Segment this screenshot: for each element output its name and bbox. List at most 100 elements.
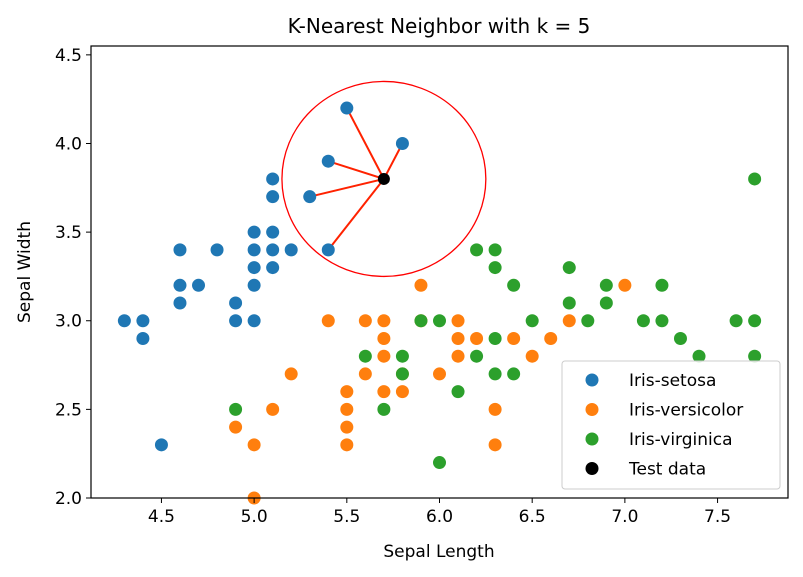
point-iris-setosa [229, 314, 243, 328]
point-iris-virginica [581, 314, 595, 328]
point-iris-virginica [748, 349, 762, 363]
point-iris-virginica [488, 261, 502, 275]
point-iris-versicolor [377, 349, 391, 363]
point-iris-virginica [229, 402, 243, 416]
neighbor-line-3 [327, 160, 385, 180]
neighbor-line-4 [309, 177, 385, 198]
point-iris-setosa [321, 243, 335, 257]
point-iris-setosa [173, 296, 187, 310]
point-iris-versicolor [377, 331, 391, 345]
legend-marker-iris-versicolor [585, 403, 599, 416]
point-iris-virginica [451, 385, 465, 399]
point-iris-setosa [173, 243, 187, 257]
point-iris-setosa [247, 243, 261, 257]
point-iris-versicolor [507, 331, 521, 345]
point-iris-setosa [266, 261, 280, 275]
point-iris-setosa [247, 261, 261, 275]
point-iris-virginica [729, 314, 743, 328]
x-tick-label: 7.5 [704, 507, 731, 527]
point-iris-versicolor [433, 367, 446, 381]
point-iris-virginica [562, 261, 576, 275]
point-iris-virginica [692, 349, 706, 363]
point-iris-virginica [599, 296, 613, 310]
point-iris-versicolor [247, 438, 261, 452]
point-iris-versicolor [340, 385, 354, 399]
point-iris-virginica [488, 367, 502, 381]
point-iris-setosa [136, 314, 150, 328]
point-iris-setosa [247, 278, 261, 292]
y-tick-label: 4.5 [55, 46, 82, 66]
point-iris-setosa [395, 136, 409, 150]
legend-marker-test-data [585, 462, 599, 475]
point-iris-versicolor [377, 385, 391, 399]
point-iris-setosa [173, 278, 187, 292]
point-iris-virginica [377, 402, 391, 416]
point-iris-setosa [284, 243, 298, 257]
point-iris-setosa [266, 243, 280, 257]
point-iris-versicolor [340, 420, 354, 434]
point-iris-virginica [433, 314, 446, 328]
legend-box [561, 360, 781, 490]
point-iris-versicolor [229, 420, 243, 434]
point-iris-virginica [599, 278, 613, 292]
point-iris-virginica [748, 172, 762, 186]
neighbor-line-2 [345, 107, 385, 180]
point-iris-setosa [192, 278, 206, 292]
point-iris-versicolor [488, 402, 502, 416]
point-iris-virginica [655, 314, 669, 328]
point-iris-versicolor [284, 367, 298, 381]
point-iris-virginica [470, 349, 484, 363]
point-iris-setosa [210, 243, 224, 257]
point-iris-versicolor [266, 402, 280, 416]
point-iris-virginica [507, 278, 521, 292]
test-data-point [377, 172, 390, 185]
point-iris-versicolor [358, 314, 372, 328]
point-iris-setosa [229, 296, 243, 310]
point-iris-setosa [266, 190, 280, 204]
y-tick-label: 3.5 [55, 223, 82, 243]
point-iris-setosa [247, 314, 261, 328]
point-iris-setosa [266, 225, 280, 239]
point-iris-virginica [358, 349, 372, 363]
point-iris-virginica [395, 367, 409, 381]
point-iris-versicolor [451, 331, 465, 345]
x-tick-label: 5.5 [333, 507, 360, 527]
point-iris-versicolor [395, 385, 409, 399]
legend: Iris-setosa Iris-versicolor Iris-virginica… [561, 360, 781, 490]
point-iris-virginica [395, 349, 409, 363]
point-iris-versicolor [562, 314, 576, 328]
y-tick-label: 2.0 [55, 489, 82, 509]
point-iris-setosa [154, 438, 168, 452]
point-iris-versicolor [414, 278, 428, 292]
point-iris-versicolor [525, 349, 539, 363]
point-iris-virginica [655, 278, 669, 292]
point-iris-versicolor [544, 331, 558, 345]
point-iris-setosa [136, 331, 150, 345]
point-iris-versicolor [377, 314, 391, 328]
y-tick-label: 3.0 [55, 312, 82, 332]
neighbor-line-1 [383, 143, 404, 180]
neighborhood-circle [281, 80, 487, 278]
x-axis-label: Sepal Length [383, 542, 494, 562]
x-tick-label: 6.5 [519, 507, 546, 527]
point-iris-virginica [748, 314, 762, 328]
x-tick-label: 6.0 [426, 507, 453, 527]
point-iris-versicolor [451, 314, 465, 328]
point-iris-setosa [117, 314, 131, 328]
x-tick-label: 4.5 [148, 507, 175, 527]
legend-label-iris-setosa: Iris-setosa [629, 371, 716, 391]
point-iris-setosa [247, 225, 261, 239]
legend-marker-iris-virginica [585, 432, 599, 446]
point-iris-virginica [488, 243, 502, 257]
point-iris-virginica [470, 243, 484, 257]
legend-label-iris-virginica: Iris-virginica [629, 430, 733, 450]
x-tick-label: 7.0 [611, 507, 638, 527]
point-iris-versicolor [470, 331, 484, 345]
point-iris-virginica [433, 456, 446, 470]
point-iris-virginica [562, 296, 576, 310]
point-iris-virginica [525, 314, 539, 328]
point-iris-versicolor [340, 402, 354, 416]
point-iris-versicolor [340, 438, 354, 452]
legend-label-iris-versicolor: Iris-versicolor [629, 401, 743, 421]
